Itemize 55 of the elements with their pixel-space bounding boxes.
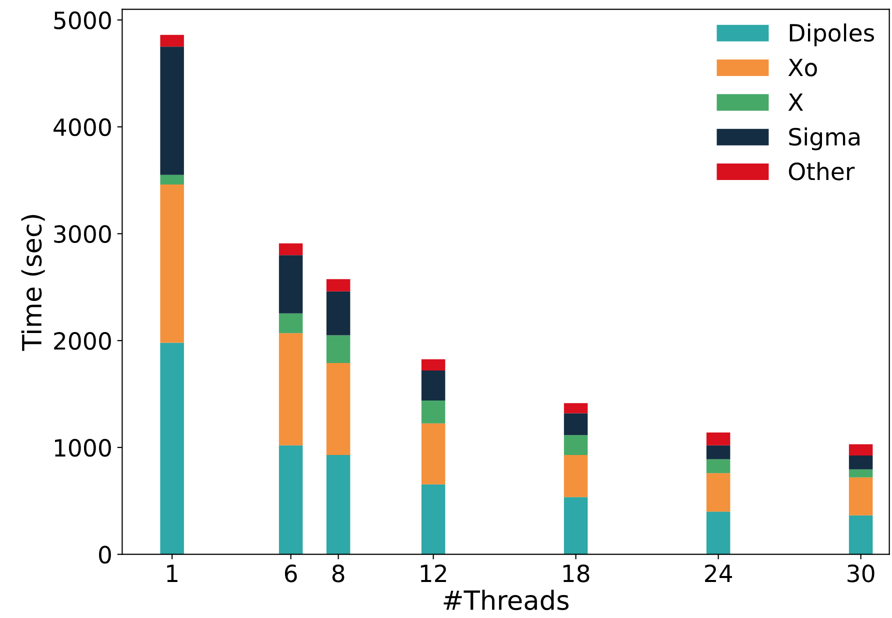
bar xyxy=(421,423,446,484)
y-tick-label: 5000 xyxy=(54,11,111,30)
bar xyxy=(160,46,184,175)
y-axis-title: Time (sec) xyxy=(21,215,45,351)
bar xyxy=(421,400,446,424)
bar xyxy=(278,445,303,554)
x-tick-label: 24 xyxy=(705,564,732,582)
bar xyxy=(326,335,350,364)
bar xyxy=(160,184,184,343)
legend-label: Other xyxy=(788,162,855,180)
x-tick-label: 8 xyxy=(332,564,344,582)
bar xyxy=(564,435,588,455)
y-tick-label: 1000 xyxy=(54,438,111,457)
x-axis-title: #Threads xyxy=(444,590,569,610)
bar xyxy=(160,34,184,47)
bar xyxy=(421,484,446,554)
bar xyxy=(564,454,588,498)
bar xyxy=(848,477,873,516)
bar xyxy=(160,174,184,185)
bar xyxy=(278,243,303,256)
bar xyxy=(706,512,730,554)
bar xyxy=(421,359,446,371)
bar xyxy=(848,469,873,478)
bar xyxy=(848,444,873,456)
bar xyxy=(326,291,350,336)
bar xyxy=(564,497,588,554)
bar xyxy=(564,413,588,436)
bar xyxy=(278,255,303,314)
bar xyxy=(706,445,730,460)
bar xyxy=(278,313,303,334)
legend-label: Sigma xyxy=(789,127,860,150)
bar xyxy=(706,432,730,446)
bar xyxy=(848,455,873,470)
y-tick-label: 0 xyxy=(99,546,111,564)
bar xyxy=(326,363,350,455)
x-tick-label: 1 xyxy=(167,564,178,582)
bar xyxy=(564,403,588,414)
bar xyxy=(706,473,730,512)
legend-label: Dipoles xyxy=(790,23,874,46)
bar xyxy=(160,342,184,554)
x-tick-label: 12 xyxy=(420,564,446,582)
bar xyxy=(706,459,730,474)
y-tick-label: 4000 xyxy=(54,118,111,136)
bar xyxy=(421,370,446,400)
x-tick-label: 6 xyxy=(284,564,297,582)
x-tick-label: 18 xyxy=(563,564,590,582)
bar xyxy=(278,333,303,446)
legend-label: X xyxy=(788,93,804,111)
legend-label: Xo xyxy=(788,58,817,76)
bar xyxy=(848,515,873,554)
y-tick-label: 3000 xyxy=(54,225,111,244)
y-tick-label: 2000 xyxy=(54,332,111,350)
x-tick-label: 30 xyxy=(848,564,874,582)
bar xyxy=(326,279,350,292)
bar xyxy=(326,454,350,554)
